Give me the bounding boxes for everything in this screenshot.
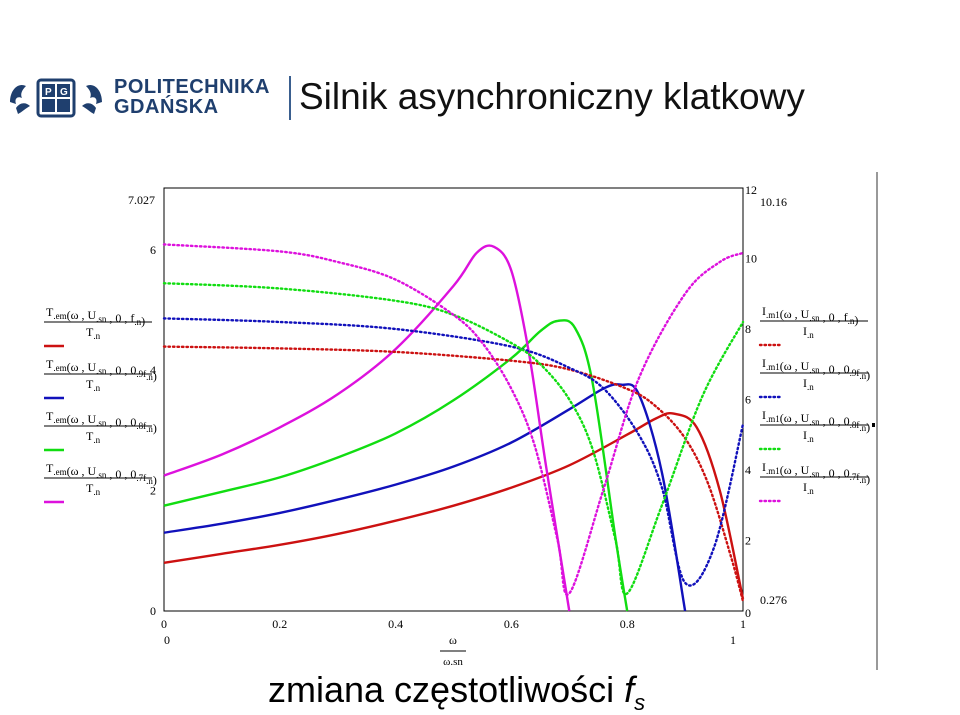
right-legend-function: I.m1(ω , U.sn , 0 , f.n) — [762, 304, 858, 327]
logo-text-line2: GDAŃSKA — [114, 96, 219, 118]
bottom-caption: zmiana częstotliwości fs — [268, 672, 645, 714]
right-tick-label: 0 — [745, 606, 751, 620]
left-tick-label: 2 — [150, 484, 156, 498]
x-tick-label: 0.4 — [388, 617, 403, 631]
left-legend-function: T.em(ω , U.sn , 0 , f.n) — [46, 305, 145, 328]
right-legend-function: I.m1(ω , U.sn , 0 , 0.8f.n) — [762, 408, 870, 434]
left-tick-label: 4 — [150, 363, 156, 377]
plot-frame — [163, 187, 744, 612]
left-tick-label: 6 — [150, 243, 156, 257]
series-line-torque-blue — [163, 383, 687, 612]
x-range-max: 1 — [730, 633, 736, 647]
x-tick-label: 1 — [740, 617, 746, 631]
x-tick-label: 0.8 — [620, 617, 635, 631]
right-legend-function: I.m1(ω , U.sn , 0 , 0.7f.n) — [762, 460, 870, 486]
right-tick-label: 12 — [745, 183, 757, 197]
right-tick-label: 6 — [745, 393, 751, 407]
left-legend-function: T.em(ω , U.sn , 0 , 0.8f.n) — [46, 409, 157, 435]
left-top-marker: 7.027 — [128, 193, 155, 207]
right-tick-label: 2 — [745, 534, 751, 548]
series-line-torque-magenta — [163, 244, 571, 612]
svg-text:G: G — [60, 87, 68, 98]
title-divider — [289, 76, 291, 120]
series-line-torque-green — [163, 319, 629, 612]
right-legend-function: I.m1(ω , U.sn , 0 , 0.9f.n) — [762, 356, 870, 382]
left-legend-denominator: T.n — [86, 429, 101, 445]
series-line-current-green — [162, 282, 745, 596]
right-legend-denominator: I.n — [803, 428, 814, 444]
bottom-caption-symbol: f — [624, 669, 635, 710]
left-legend-denominator: T.n — [86, 325, 101, 341]
series-line-current-magenta — [162, 243, 745, 596]
x-label-omega: ω — [449, 633, 457, 647]
left-legend-denominator: T.n — [86, 481, 101, 497]
right-bottom-marker: 0.276 — [760, 593, 787, 607]
slide-title: Silnik asynchroniczny klatkowy — [299, 76, 805, 117]
right-legend-denominator: I.n — [803, 480, 814, 496]
series-line-current-blue — [162, 317, 745, 587]
right-top-marker: 10.16 — [760, 195, 787, 209]
logo-text-line1: POLITECHNIKA — [114, 76, 270, 98]
left-legend-function: T.em(ω , U.sn , 0 , 0.9f.n) — [46, 357, 157, 383]
bottom-caption-text: zmiana częstotliwości — [268, 669, 615, 710]
x-tick-label: 0 — [161, 617, 167, 631]
right-tick-label: 10 — [745, 252, 757, 266]
series-line-torque-red — [163, 412, 745, 600]
left-legend-function: T.em(ω , U.sn , 0 , 0.7f.n) — [46, 461, 157, 487]
right-tick-label: 4 — [745, 463, 751, 477]
bottom-caption-subscript: s — [634, 690, 646, 715]
right-dot-marker — [872, 423, 875, 427]
x-tick-label: 0.6 — [504, 617, 519, 631]
svg-text:P: P — [45, 87, 52, 98]
right-tick-label: 8 — [745, 322, 751, 336]
x-tick-label: 0.2 — [272, 617, 287, 631]
left-legend-denominator: T.n — [86, 377, 101, 393]
x-label-omega-sn: ω.sn — [443, 656, 463, 668]
left-tick-label: 0 — [150, 604, 156, 618]
series-line-current-red — [162, 345, 745, 603]
right-legend-denominator: I.n — [803, 376, 814, 392]
right-legend-denominator: I.n — [803, 324, 814, 340]
x-range-min: 0 — [164, 633, 170, 647]
